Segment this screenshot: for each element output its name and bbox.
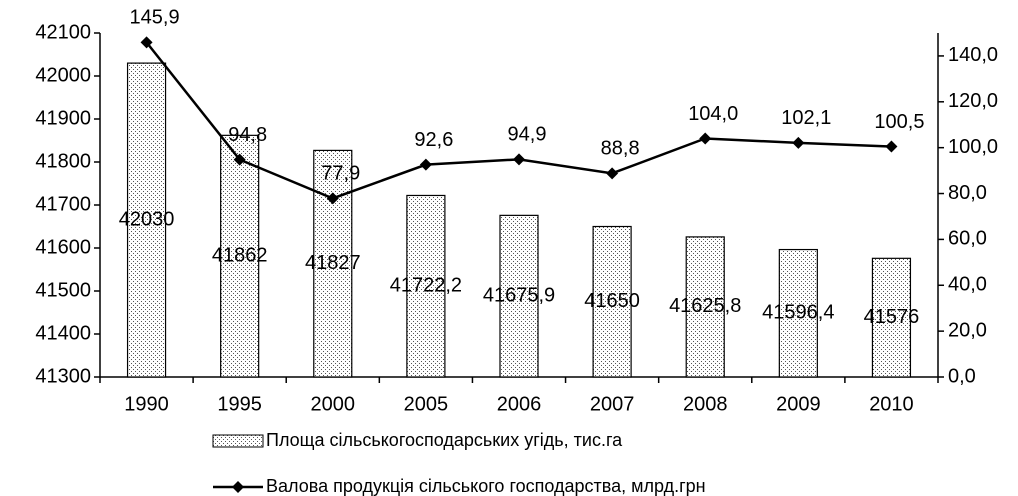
line-value-label: 102,1 bbox=[781, 107, 831, 129]
legend-label: Площа сільськогосподарських угідь, тис.г… bbox=[266, 430, 623, 450]
bar bbox=[220, 134, 260, 378]
bar-value-label: 41675,9 bbox=[483, 284, 555, 306]
y-tick-label: 41900 bbox=[35, 107, 91, 129]
line-value-label: 94,8 bbox=[228, 124, 267, 146]
y-tick-label: 41700 bbox=[35, 193, 91, 215]
y2-tick-label: 40,0 bbox=[948, 274, 987, 296]
x-tick-label: 1990 bbox=[124, 393, 169, 415]
bar bbox=[778, 248, 818, 378]
bar-value-label: 41576 bbox=[864, 306, 920, 328]
bar bbox=[313, 149, 353, 378]
bar-value-label: 41862 bbox=[212, 244, 268, 266]
y2-tick-label: 0,0 bbox=[948, 365, 976, 387]
y2-tick-label: 20,0 bbox=[948, 319, 987, 341]
y2-tick-label: 120,0 bbox=[948, 90, 998, 112]
y-tick-label: 41400 bbox=[35, 322, 91, 344]
bar-value-label: 41650 bbox=[584, 290, 640, 312]
line-marker bbox=[326, 192, 339, 205]
y-tick-label: 42100 bbox=[35, 21, 91, 43]
y-tick-label: 42000 bbox=[35, 64, 91, 86]
bar bbox=[499, 214, 539, 378]
line-value-label: 145,9 bbox=[130, 7, 180, 29]
line-marker bbox=[606, 167, 619, 180]
y2-tick-label: 100,0 bbox=[948, 136, 998, 158]
line-value-label: 100,5 bbox=[874, 111, 924, 133]
legend-label: Валова продукція сільського господарства… bbox=[266, 476, 706, 496]
line-value-label: 88,8 bbox=[601, 138, 640, 160]
bar bbox=[871, 257, 912, 378]
legend-marker bbox=[232, 481, 244, 493]
x-tick-label: 2005 bbox=[404, 393, 449, 415]
x-tick-label: 2010 bbox=[869, 393, 914, 415]
line-marker bbox=[885, 140, 898, 153]
bar-value-label: 41625,8 bbox=[669, 295, 741, 317]
y2-tick-label: 60,0 bbox=[948, 228, 987, 250]
y-tick-label: 41800 bbox=[35, 150, 91, 172]
x-tick-label: 1995 bbox=[217, 393, 262, 415]
y2-tick-label: 80,0 bbox=[948, 182, 987, 204]
y-tick-label: 41500 bbox=[35, 279, 91, 301]
line-marker bbox=[792, 136, 805, 149]
line-value-label: 77,9 bbox=[321, 163, 360, 185]
x-tick-label: 2009 bbox=[776, 393, 821, 415]
y-tick-label: 41300 bbox=[35, 365, 91, 387]
bar bbox=[406, 194, 446, 378]
x-tick-label: 2008 bbox=[683, 393, 728, 415]
x-tick-label: 2007 bbox=[590, 393, 635, 415]
line-marker bbox=[513, 153, 525, 166]
line-value-label: 94,9 bbox=[508, 124, 547, 146]
line-marker bbox=[233, 153, 246, 166]
bar-value-label: 42030 bbox=[119, 208, 175, 230]
line-marker bbox=[140, 36, 153, 49]
bar bbox=[592, 225, 632, 378]
x-tick-label: 2000 bbox=[311, 393, 356, 415]
bar bbox=[685, 236, 725, 378]
line-marker bbox=[699, 132, 712, 145]
bar-value-label: 41722,2 bbox=[390, 275, 462, 297]
line-value-label: 92,6 bbox=[414, 129, 453, 151]
legend-swatch bbox=[212, 434, 264, 448]
x-tick-label: 2006 bbox=[497, 393, 542, 415]
y-tick-label: 41600 bbox=[35, 236, 91, 258]
bar-value-label: 41827 bbox=[305, 252, 361, 274]
bar bbox=[126, 62, 167, 378]
line-value-label: 104,0 bbox=[688, 103, 738, 125]
bar-value-label: 41596,4 bbox=[762, 302, 834, 324]
line-marker bbox=[419, 158, 432, 171]
y2-tick-label: 140,0 bbox=[948, 44, 998, 66]
